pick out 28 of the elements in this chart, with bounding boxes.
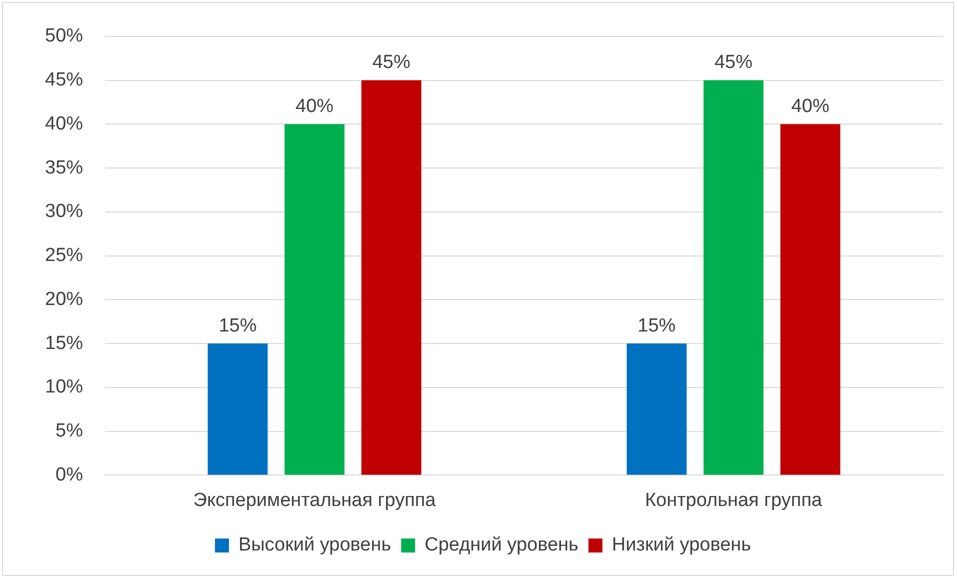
y-tick-label: 50% <box>44 26 84 47</box>
y-tick-label: 20% <box>44 288 84 310</box>
y-tick-label: 30% <box>44 201 84 222</box>
y-tick-label: 10% <box>44 376 84 398</box>
data-label: 40% <box>791 96 830 117</box>
bar <box>284 124 344 475</box>
data-label: 15% <box>218 315 257 336</box>
data-label: 45% <box>372 52 410 74</box>
x-tick-label: Экспериментальная группа <box>193 490 436 511</box>
y-tick-label: 35% <box>44 157 84 178</box>
bar <box>361 80 422 475</box>
data-label: 15% <box>638 315 676 336</box>
y-tick-label: 25% <box>44 245 84 266</box>
legend-label: Высокий уровень <box>238 534 392 556</box>
x-tick-label: Контрольная группа <box>644 490 822 511</box>
legend-label: Средний уровень <box>424 534 579 556</box>
data-label: 40% <box>296 96 334 117</box>
bar <box>704 80 764 475</box>
legend-label: Низкий уровень <box>612 534 752 556</box>
y-tick-label: 5% <box>56 420 84 442</box>
bar <box>208 344 268 475</box>
y-tick-label: 45% <box>44 70 84 91</box>
y-tick-label: 40% <box>44 113 84 134</box>
y-tick-label: 0% <box>56 464 84 486</box>
bar <box>780 124 840 475</box>
bar <box>626 344 687 475</box>
y-tick-label: 15% <box>44 332 84 354</box>
data-label: 45% <box>714 52 753 74</box>
